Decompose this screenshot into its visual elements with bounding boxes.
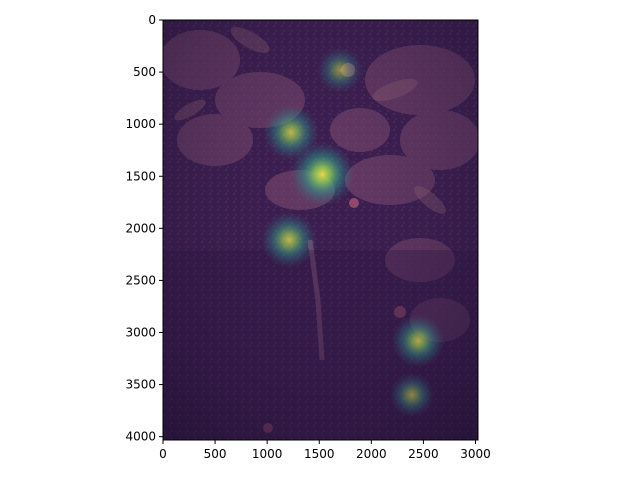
y-axis: 0 500 1000 1500 2000 2500 3000 3500 4000 [125,13,163,444]
y-tick-label: 1000 [125,117,156,131]
x-tick-label: 2000 [356,447,387,461]
y-tick-label: 3500 [125,378,156,392]
heat-hotspot [317,47,363,93]
y-tick-label: 1500 [125,169,156,183]
heat-hotspot [389,372,435,418]
x-tick-label: 1500 [304,447,335,461]
x-tick-label: 0 [159,447,167,461]
photo [163,20,478,440]
y-tick-label: 0 [148,13,156,27]
heat-hotspot [391,314,445,368]
y-tick-label: 3000 [125,326,156,340]
y-tick-label: 2000 [125,221,156,235]
x-tick-label: 500 [204,447,227,461]
y-tick-label: 2500 [125,273,156,287]
x-tick-label: 2500 [408,447,439,461]
heat-hotspot [261,211,317,268]
x-tick-label: 3000 [460,447,491,461]
x-axis: 0 500 1000 1500 2000 2500 3000 [159,440,491,461]
plot-frame [162,19,479,441]
y-tick-label: 500 [133,65,156,79]
heat-hotspot [263,104,319,161]
y-tick-label: 4000 [125,430,156,444]
x-tick-label: 1000 [252,447,283,461]
heat-hotspot [290,142,355,207]
